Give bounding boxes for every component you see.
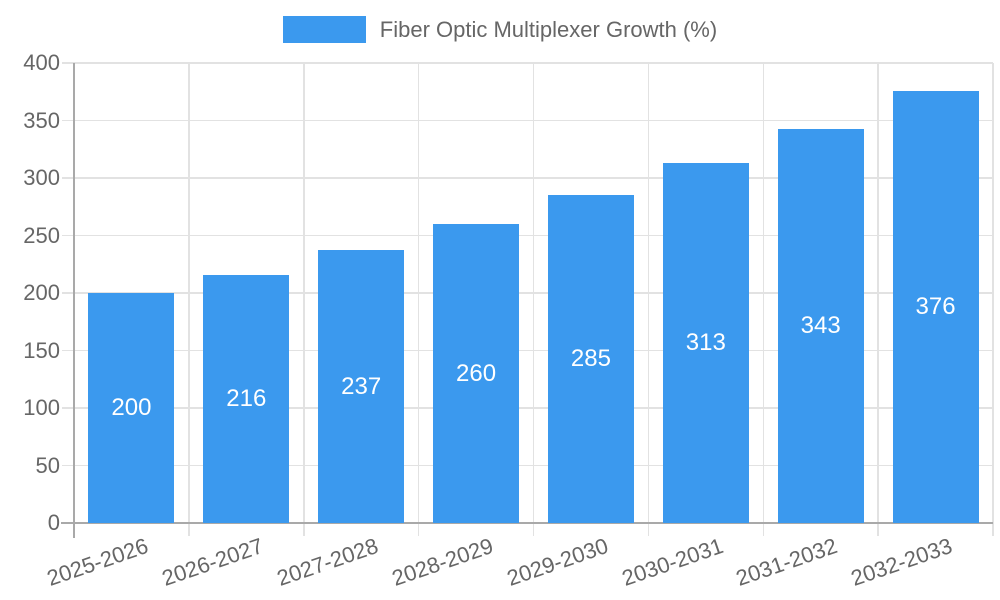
x-axis-tick-label: 2031-2032 — [733, 533, 841, 591]
x-axis-tick — [417, 523, 420, 536]
x-axis-tick — [647, 523, 650, 536]
x-gridline — [992, 63, 994, 523]
legend-swatch-icon[interactable] — [282, 16, 366, 43]
x-axis-tick — [992, 523, 994, 536]
bar-value-label: 376 — [915, 292, 956, 320]
bar-2026-2027[interactable] — [203, 274, 290, 523]
bar-value-label: 313 — [685, 329, 726, 357]
bar-value-label: 260 — [456, 359, 497, 387]
y-axis-tick — [62, 62, 74, 64]
x-axis-tick-label: 2028-2029 — [388, 533, 497, 591]
x-axis-tick-label: 2029-2030 — [503, 533, 612, 591]
x-gridline — [762, 63, 764, 523]
x-axis-tick-label: 2030-2031 — [618, 533, 726, 591]
x-gridline — [417, 63, 420, 523]
bar-2030-2031[interactable] — [662, 163, 749, 523]
x-gridline — [303, 63, 305, 523]
y-axis-tick-label: 350 — [23, 107, 60, 133]
y-axis-tick-label: 150 — [23, 337, 60, 363]
bar-2032-2033[interactable] — [892, 90, 979, 523]
x-axis-tick-label: 2026-2027 — [158, 533, 267, 591]
y-axis-tick — [62, 177, 74, 179]
y-axis-tick-label: 250 — [23, 222, 60, 248]
x-axis-tick — [532, 523, 535, 536]
y-axis-tick — [62, 119, 74, 122]
y-axis-tick-label: 0 — [47, 510, 60, 535]
y-axis-tick-label: 400 — [23, 50, 60, 75]
x-gridline — [877, 63, 879, 523]
x-axis-tick-label: 2025-2026 — [43, 533, 152, 591]
y-axis-tick-label: 50 — [35, 452, 60, 478]
bar-2028-2029[interactable] — [433, 224, 520, 523]
bar-value-label: 200 — [111, 394, 152, 421]
legend[interactable]: Fiber Optic Multiplexer Growth (%) — [0, 16, 1000, 43]
y-axis-tick — [62, 349, 74, 352]
bar-value-label: 237 — [341, 372, 382, 400]
y-axis-tick-label: 300 — [23, 165, 60, 190]
x-gridline — [532, 63, 535, 523]
bar-value-label: 216 — [226, 384, 267, 412]
x-axis-tick — [762, 523, 764, 536]
legend-label[interactable]: Fiber Optic Multiplexer Growth (%) — [379, 17, 718, 42]
bar-2025-2026[interactable] — [88, 293, 175, 523]
bar-2031-2032[interactable] — [777, 128, 864, 523]
x-axis-tick — [303, 523, 305, 536]
y-axis-tick-label: 200 — [23, 280, 60, 305]
x-axis-line — [61, 522, 993, 524]
x-axis-tick-label: 2032-2033 — [848, 533, 956, 591]
x-axis-tick — [877, 523, 879, 536]
bar-2029-2030[interactable] — [547, 195, 634, 523]
bar-value-label: 343 — [800, 311, 841, 339]
bar-2027-2028[interactable] — [318, 250, 405, 523]
y-axis-tick-label: 100 — [23, 395, 60, 420]
y-axis-tick — [62, 407, 74, 409]
x-gridline — [188, 63, 190, 523]
y-axis-tick — [62, 234, 74, 237]
x-gridline — [647, 63, 650, 523]
bar-value-label: 285 — [570, 345, 611, 373]
y-axis-tick — [62, 292, 74, 294]
y-axis-line — [73, 63, 75, 538]
y-axis-tick — [62, 464, 74, 467]
x-axis-tick-label: 2027-2028 — [273, 533, 382, 591]
x-axis-tick — [188, 523, 190, 536]
